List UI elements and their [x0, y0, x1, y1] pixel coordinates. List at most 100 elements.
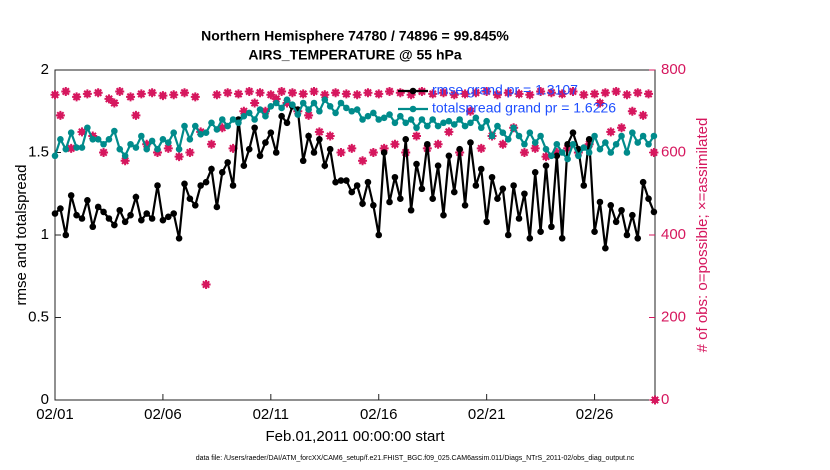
series-marker	[397, 195, 404, 202]
obs-marker	[363, 88, 373, 98]
series-marker	[440, 119, 447, 127]
obs-marker	[541, 152, 551, 162]
obs-star	[287, 88, 297, 98]
obs-marker	[611, 86, 621, 96]
series-marker	[165, 213, 172, 221]
obs-star	[541, 152, 551, 162]
series-marker	[607, 149, 615, 156]
obs-star	[363, 88, 373, 98]
obs-marker	[579, 90, 589, 100]
obs-marker	[358, 156, 368, 166]
series-marker	[51, 152, 59, 160]
obs-star	[271, 94, 281, 104]
obs-star	[460, 89, 470, 99]
series-marker	[138, 216, 145, 224]
series-marker	[148, 215, 156, 222]
obs-marker	[250, 98, 260, 108]
series-marker	[429, 116, 436, 123]
series-marker	[240, 162, 248, 169]
series-marker	[321, 96, 329, 103]
obs-star	[260, 106, 270, 116]
series-marker	[612, 218, 620, 226]
obs-star	[438, 88, 448, 98]
obs-star	[579, 90, 589, 100]
series-marker	[521, 190, 528, 198]
series-marker	[650, 208, 658, 216]
obs-marker	[449, 90, 459, 100]
series-marker	[607, 202, 615, 209]
obs-star	[536, 86, 546, 96]
obs-marker	[390, 139, 400, 149]
series-marker	[256, 152, 264, 160]
obs-marker	[492, 90, 502, 100]
series-marker	[612, 140, 620, 148]
series-marker	[267, 129, 275, 136]
obs-marker	[277, 86, 287, 96]
series-marker	[251, 124, 258, 132]
obs-star	[514, 89, 524, 99]
legend-marker	[409, 105, 417, 113]
series-marker	[186, 136, 194, 143]
series-marker	[445, 152, 453, 160]
series-marker	[510, 182, 517, 189]
series-marker	[111, 127, 118, 135]
series-marker	[504, 231, 512, 239]
obs-star	[169, 90, 179, 100]
series-marker	[197, 131, 204, 138]
series-marker	[305, 106, 312, 113]
series-marker	[310, 149, 318, 156]
y2-axis-label: # of obs: o=possible; ×=assimilated	[694, 118, 711, 353]
obs-star	[611, 86, 621, 96]
series-marker	[461, 122, 469, 130]
series-marker	[569, 140, 577, 148]
series-marker	[645, 140, 652, 148]
obs-marker	[433, 139, 443, 149]
series-marker	[299, 99, 307, 107]
series-marker	[553, 152, 561, 160]
y2-tick-label: 600	[661, 143, 686, 160]
obs-marker	[644, 89, 654, 99]
series-marker	[407, 206, 415, 214]
series-marker	[380, 114, 388, 122]
obs-marker	[239, 106, 249, 116]
series-marker	[294, 111, 302, 118]
obs-star	[82, 89, 92, 99]
obs-marker	[82, 89, 92, 99]
series-marker	[456, 116, 463, 123]
obs-star	[314, 127, 324, 137]
obs-star	[298, 89, 308, 99]
series-marker	[229, 182, 237, 189]
y2-tick-label: 400	[661, 226, 686, 243]
obs-star	[600, 88, 610, 98]
series-marker	[159, 136, 167, 143]
series-marker	[623, 149, 631, 156]
obs-star	[50, 90, 60, 100]
series-marker	[602, 139, 609, 146]
series-marker	[488, 132, 496, 140]
obs-marker	[298, 89, 308, 99]
obs-star	[250, 98, 260, 108]
series-marker	[132, 144, 140, 151]
obs-marker	[514, 89, 524, 99]
legend-label: rmse grand pr = 1.3107	[432, 82, 578, 98]
obs-marker	[201, 280, 211, 289]
series-marker	[397, 112, 404, 120]
series-marker	[84, 124, 91, 132]
series-marker	[202, 129, 210, 136]
series-marker	[494, 195, 501, 202]
plot-frame	[54, 69, 656, 401]
obs-marker	[412, 131, 422, 141]
obs-marker	[600, 88, 610, 98]
obs-marker	[385, 86, 395, 96]
obs-marker	[347, 143, 357, 153]
obs-star	[255, 88, 265, 98]
series-marker	[159, 216, 167, 224]
series-marker	[218, 169, 226, 176]
obs-marker	[309, 86, 319, 96]
obs-marker	[649, 148, 659, 157]
y-tick-label: 0	[41, 391, 49, 408]
obs-star	[61, 86, 71, 96]
series-marker	[353, 106, 361, 113]
